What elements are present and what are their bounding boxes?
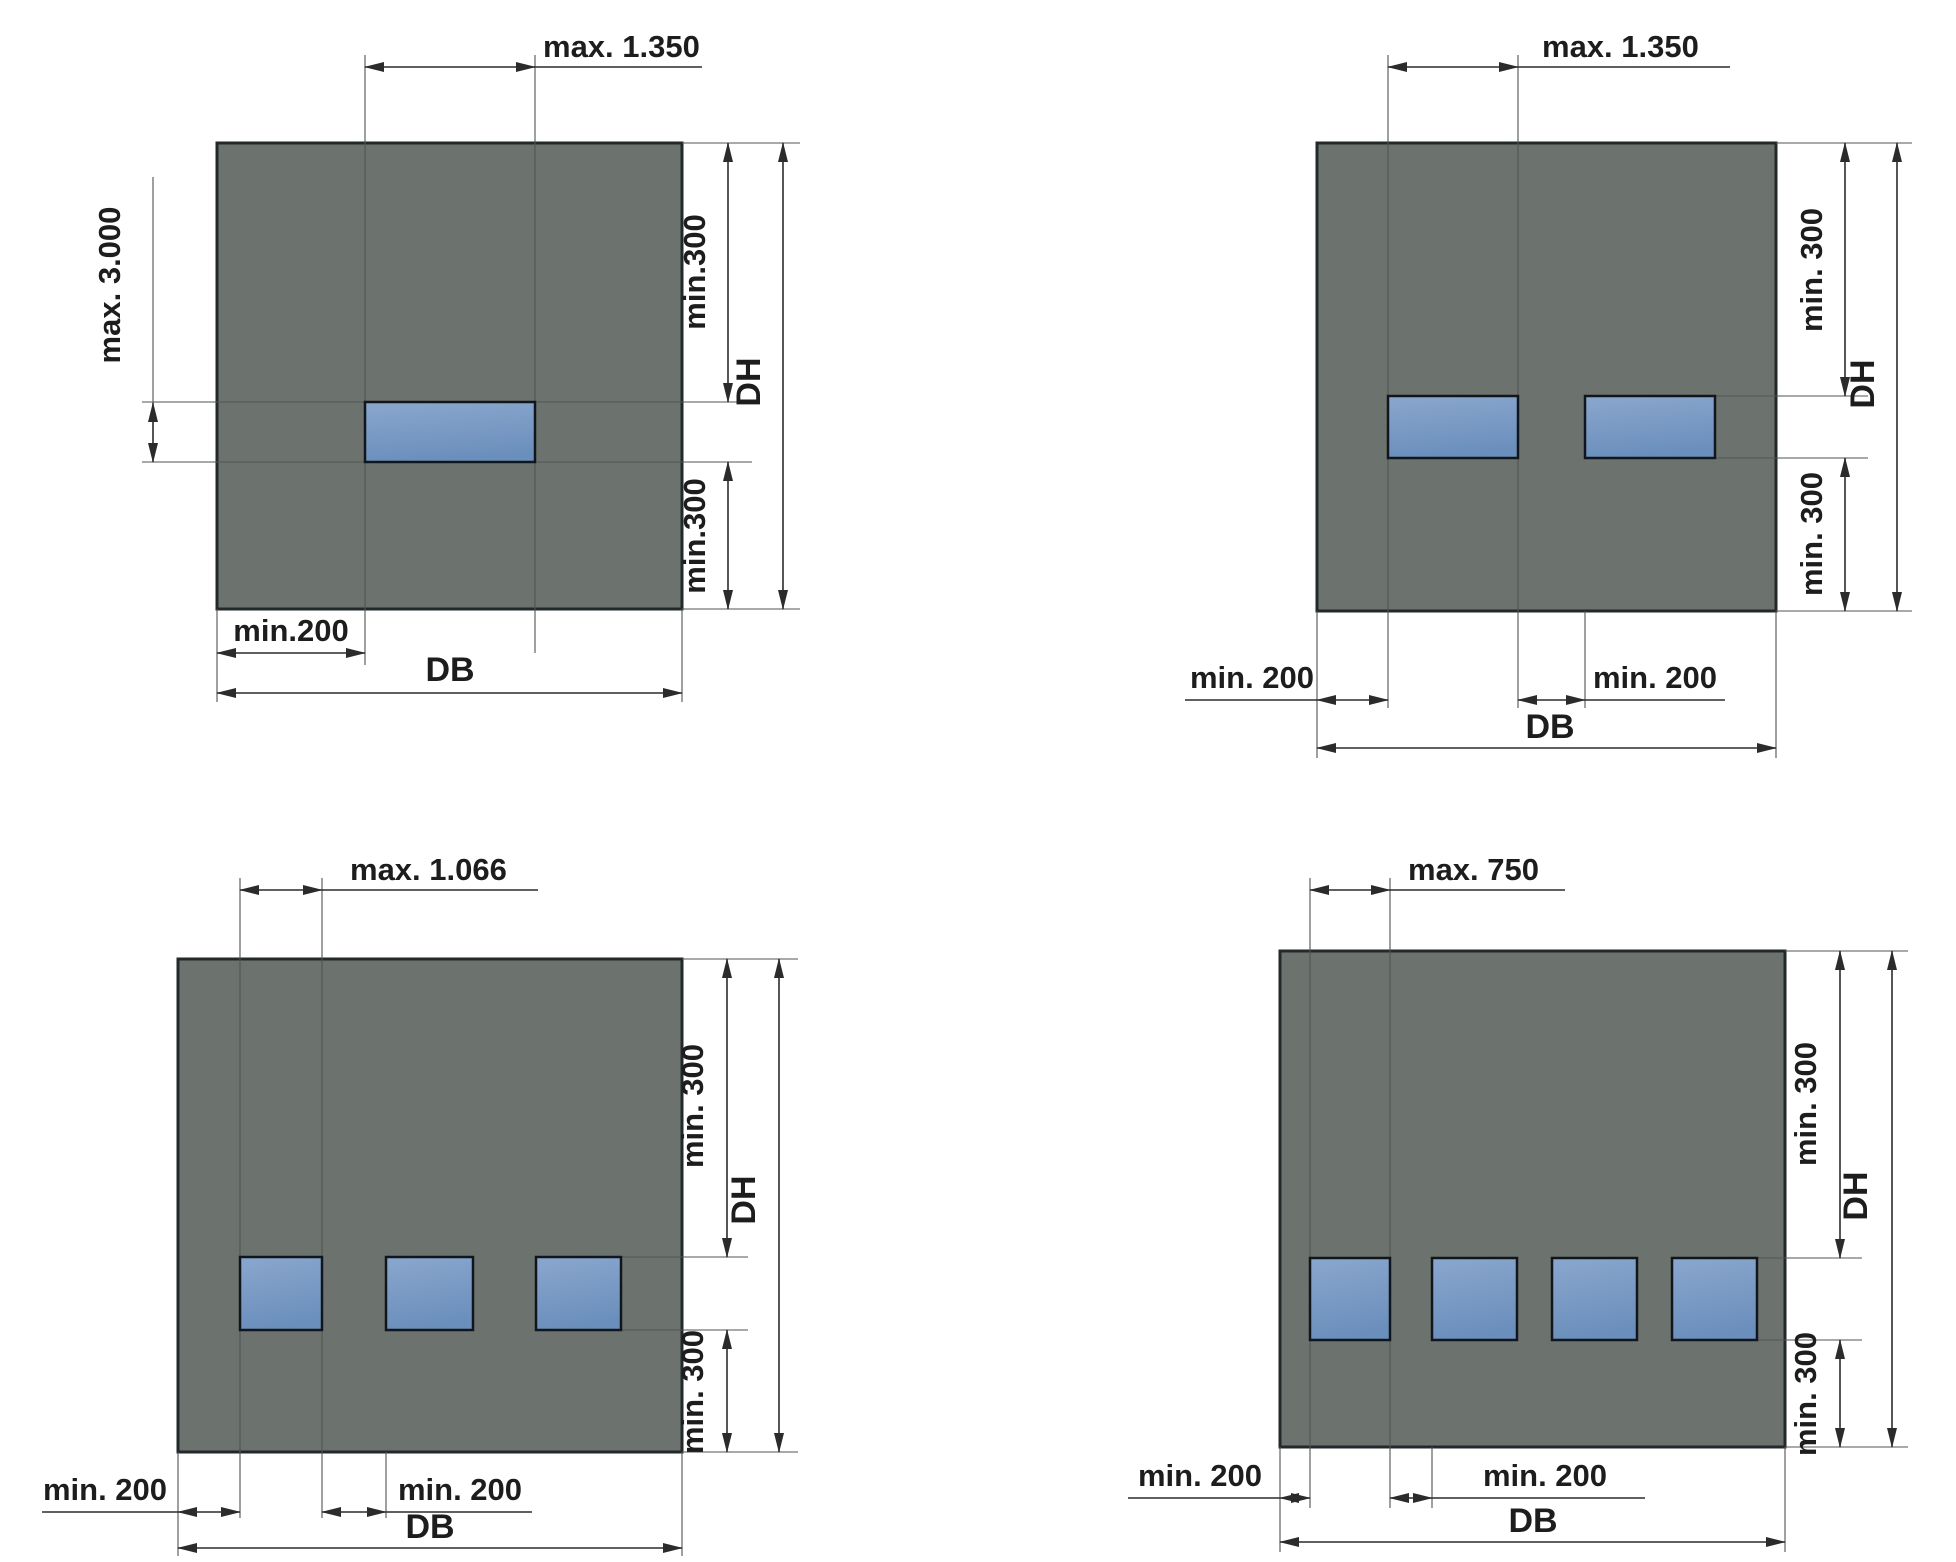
- label-min-edge-distance: min.200: [233, 613, 348, 648]
- door-panel: [1315, 141, 1778, 613]
- door-panel: [1278, 949, 1787, 1449]
- label-door-width: DB: [1525, 708, 1574, 746]
- door-panel: [176, 957, 684, 1454]
- label-min-top-margin: min. 300: [1794, 208, 1829, 332]
- diagram-three-windows: max. 1.066 min. 300 min. 300 DH min. 200…: [42, 852, 798, 1556]
- window-pane: [1583, 394, 1717, 460]
- window-pane: [384, 1255, 475, 1332]
- diagram-two-windows: max. 1.350 min. 300 min. 300 DH min. 200…: [1185, 29, 1912, 758]
- label-door-width: DB: [405, 1508, 454, 1546]
- window-pane: [1670, 1256, 1759, 1342]
- label-door-height: DH: [730, 357, 768, 406]
- label-min-edge-distance: min. 200: [43, 1472, 167, 1507]
- label-min-top-margin: min. 300: [1788, 1042, 1823, 1166]
- label-max-window-width: max. 1.066: [350, 852, 507, 887]
- label-min-bottom-margin: min. 300: [1794, 472, 1829, 596]
- label-min-top-margin: min.300: [677, 214, 712, 329]
- window-pane: [1550, 1256, 1639, 1342]
- label-door-width: DB: [1508, 1502, 1557, 1540]
- label-min-top-margin: min. 300: [675, 1044, 710, 1168]
- dimension-lines: [1185, 62, 1902, 753]
- dimension-lines: [42, 885, 784, 1553]
- label-min-bottom-margin: min.300: [677, 478, 712, 593]
- label-door-height: DH: [1837, 1171, 1875, 1220]
- window-pane: [1430, 1256, 1519, 1342]
- diagram-four-windows: max. 750 min. 300 min. 300 DH min. 200 m…: [1128, 852, 1908, 1552]
- door-panel: [215, 141, 684, 611]
- label-max-window-width: max. 1.350: [543, 29, 700, 64]
- window-pane: [363, 400, 537, 464]
- window-pane: [238, 1255, 324, 1332]
- label-door-width: DB: [425, 651, 474, 689]
- window-pane: [534, 1255, 623, 1332]
- label-min-window-gap: min. 200: [398, 1472, 522, 1507]
- label-door-height: DH: [725, 1175, 763, 1224]
- label-min-window-gap: min. 200: [1593, 660, 1717, 695]
- diagram-single-window: max. 1.350 max. 3.000 min.300 min.300 DH…: [92, 29, 800, 702]
- label-min-edge-distance: min. 200: [1190, 660, 1314, 695]
- label-door-height: DH: [1844, 359, 1882, 408]
- label-max-window-width: max. 1.350: [1542, 29, 1699, 64]
- window-pane: [1386, 394, 1520, 460]
- dimension-lines: [148, 62, 788, 698]
- label-min-bottom-margin: min. 300: [675, 1330, 710, 1454]
- label-max-sill-height: max. 3.000: [92, 207, 127, 364]
- window-pane: [1308, 1256, 1392, 1342]
- label-min-bottom-margin: min. 300: [1788, 1332, 1823, 1456]
- dimension-lines: [1128, 885, 1897, 1547]
- label-max-window-width: max. 750: [1408, 852, 1539, 887]
- label-min-window-gap: min. 200: [1483, 1458, 1607, 1493]
- label-min-edge-distance: min. 200: [1138, 1458, 1262, 1493]
